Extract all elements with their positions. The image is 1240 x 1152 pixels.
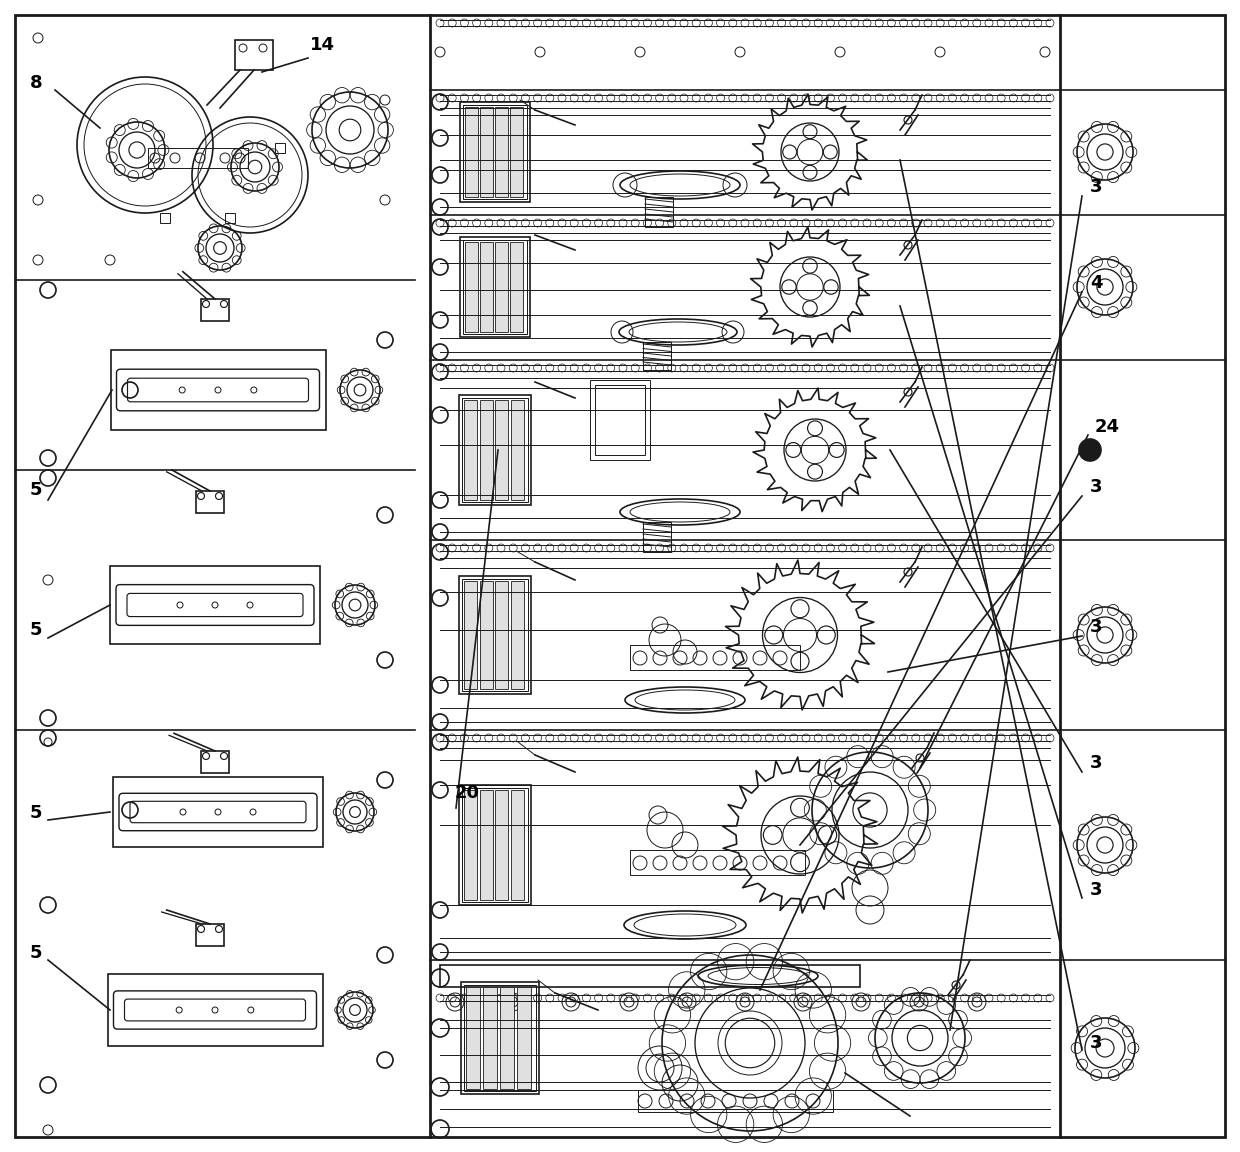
- Bar: [463, 788, 528, 902]
- Bar: [160, 213, 170, 223]
- Bar: [201, 300, 229, 321]
- Bar: [463, 397, 528, 502]
- Bar: [464, 790, 477, 900]
- Bar: [480, 581, 492, 689]
- Text: 3: 3: [1090, 1034, 1102, 1052]
- Bar: [495, 242, 507, 332]
- Bar: [480, 242, 492, 332]
- Bar: [196, 924, 224, 946]
- Circle shape: [1079, 439, 1101, 461]
- Bar: [440, 965, 861, 987]
- Bar: [236, 40, 273, 70]
- Bar: [463, 240, 527, 334]
- Bar: [645, 197, 673, 227]
- Bar: [510, 107, 523, 197]
- Text: 24: 24: [1095, 418, 1120, 435]
- Bar: [500, 987, 515, 1089]
- Bar: [630, 645, 800, 670]
- Bar: [480, 790, 492, 900]
- Bar: [459, 576, 531, 694]
- Text: 3: 3: [1090, 478, 1102, 497]
- Bar: [480, 400, 492, 500]
- Text: 5: 5: [30, 943, 42, 962]
- Bar: [196, 491, 224, 513]
- Bar: [590, 380, 650, 460]
- Bar: [510, 242, 523, 332]
- Bar: [495, 107, 507, 197]
- Text: 3: 3: [1090, 755, 1102, 772]
- Bar: [630, 850, 805, 876]
- Bar: [275, 143, 285, 153]
- Bar: [495, 581, 508, 689]
- Bar: [460, 237, 529, 338]
- Bar: [639, 1090, 833, 1112]
- Text: 3: 3: [1090, 881, 1102, 899]
- Bar: [108, 973, 322, 1046]
- Text: 14: 14: [310, 36, 335, 54]
- Bar: [644, 522, 671, 552]
- Bar: [464, 581, 477, 689]
- Text: 20: 20: [455, 785, 480, 802]
- Bar: [595, 385, 645, 455]
- Bar: [480, 107, 492, 197]
- Bar: [463, 105, 527, 199]
- Bar: [461, 982, 539, 1094]
- Bar: [517, 987, 532, 1089]
- Bar: [459, 785, 531, 905]
- Bar: [465, 107, 477, 197]
- Bar: [110, 566, 320, 644]
- Bar: [511, 400, 523, 500]
- Text: 5: 5: [30, 482, 42, 499]
- Bar: [201, 751, 229, 773]
- Bar: [148, 147, 248, 168]
- Bar: [460, 103, 529, 202]
- Bar: [113, 776, 322, 847]
- Bar: [495, 400, 508, 500]
- Bar: [224, 213, 236, 223]
- Bar: [466, 987, 480, 1089]
- Bar: [495, 790, 508, 900]
- Text: 5: 5: [30, 804, 42, 823]
- Text: 8: 8: [30, 74, 42, 92]
- Bar: [463, 579, 528, 691]
- Bar: [464, 400, 477, 500]
- Text: 4: 4: [1090, 274, 1102, 291]
- Text: 3: 3: [1090, 617, 1102, 636]
- Bar: [644, 342, 671, 370]
- Text: 3: 3: [1090, 179, 1102, 196]
- Bar: [511, 581, 523, 689]
- Bar: [484, 987, 497, 1089]
- Bar: [465, 242, 477, 332]
- Bar: [464, 985, 536, 1091]
- Bar: [459, 395, 531, 505]
- Text: 5: 5: [30, 621, 42, 639]
- Bar: [110, 350, 325, 430]
- Bar: [511, 790, 523, 900]
